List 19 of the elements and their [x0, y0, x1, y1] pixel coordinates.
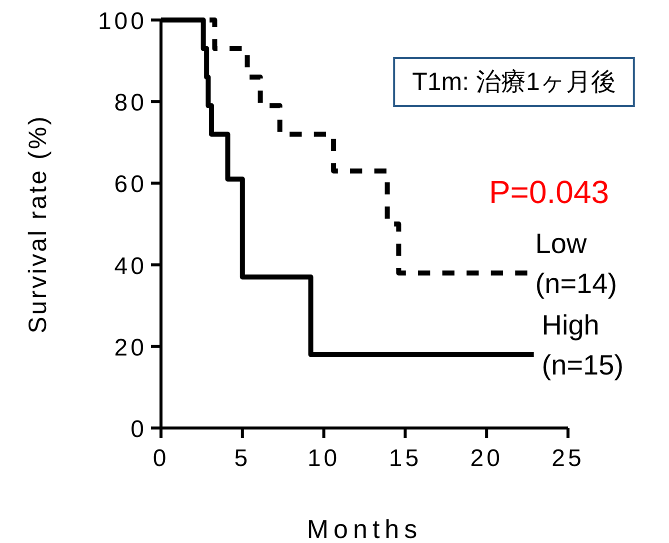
annotation: T1m: 治療1ヶ月後: [412, 68, 616, 96]
y-tick-label: 20: [114, 334, 147, 362]
y-tick-label: 100: [98, 8, 147, 35]
x-tick-label: 15: [388, 445, 422, 472]
y-tick-label: 0: [130, 416, 147, 443]
series-label: High (n=15): [542, 310, 624, 381]
series-label: Low (n=14): [535, 228, 618, 299]
annotation: P=0.043: [488, 174, 610, 210]
y-tick-label: 60: [114, 171, 147, 198]
x-tick-label: 0: [152, 445, 170, 472]
y-axis-title: Survival rate (%): [24, 114, 52, 334]
x-tick-label: 25: [552, 445, 584, 472]
y-tick-label: 40: [114, 252, 147, 280]
x-tick-label: 20: [470, 445, 503, 472]
x-tick-label: 5: [234, 445, 251, 472]
x-axis-title: Months: [306, 514, 422, 543]
x-tick-label: 10: [307, 445, 340, 472]
y-tick-label: 80: [114, 90, 147, 117]
note-box: T1m: 治療1ヶ月後: [393, 57, 635, 107]
